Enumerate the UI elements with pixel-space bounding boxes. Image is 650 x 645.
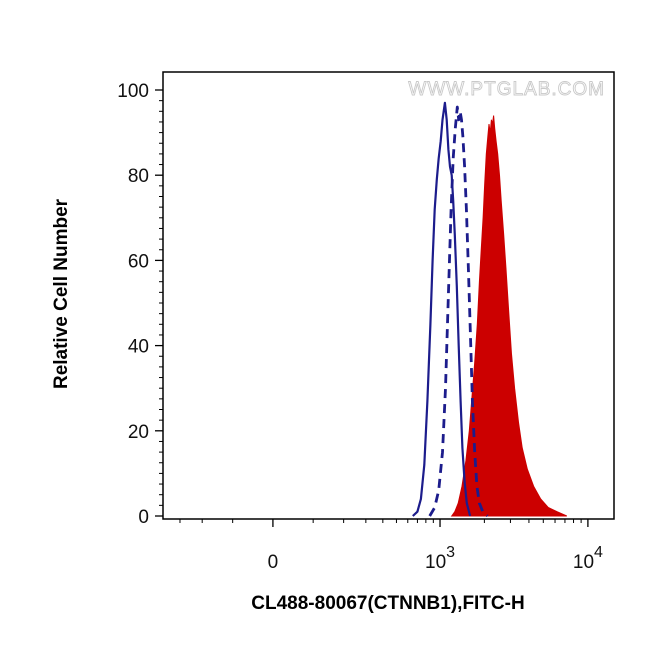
watermark: WWW.PTGLAB.COM bbox=[408, 79, 605, 100]
series-solid-histogram bbox=[412, 101, 472, 517]
x-tick-exponent: 3 bbox=[446, 544, 455, 561]
x-tick-label: 0 bbox=[268, 552, 279, 573]
x-axis-title: CL488-80067(CTNNB1),FITC-H bbox=[251, 593, 524, 614]
x-tick-label: 103 bbox=[425, 544, 455, 573]
y-tick-label: 80 bbox=[128, 166, 149, 187]
y-tick-label: 0 bbox=[138, 507, 149, 528]
y-axis: 0 20 40 60 80 100 bbox=[117, 81, 163, 528]
series-layer bbox=[412, 101, 568, 518]
y-tick-label: 20 bbox=[128, 422, 149, 443]
x-tick-exponent: 4 bbox=[594, 544, 603, 561]
y-axis-title: Relative Cell Number bbox=[51, 198, 72, 389]
x-axis: 0 103 104 bbox=[179, 519, 603, 573]
y-tick-label: 100 bbox=[117, 81, 149, 102]
y-tick-label: 60 bbox=[128, 251, 149, 272]
y-tick-label: 40 bbox=[128, 337, 149, 358]
plot-area bbox=[162, 71, 615, 520]
series-dashed-histogram bbox=[428, 105, 489, 518]
x-tick-label: 104 bbox=[573, 544, 603, 573]
